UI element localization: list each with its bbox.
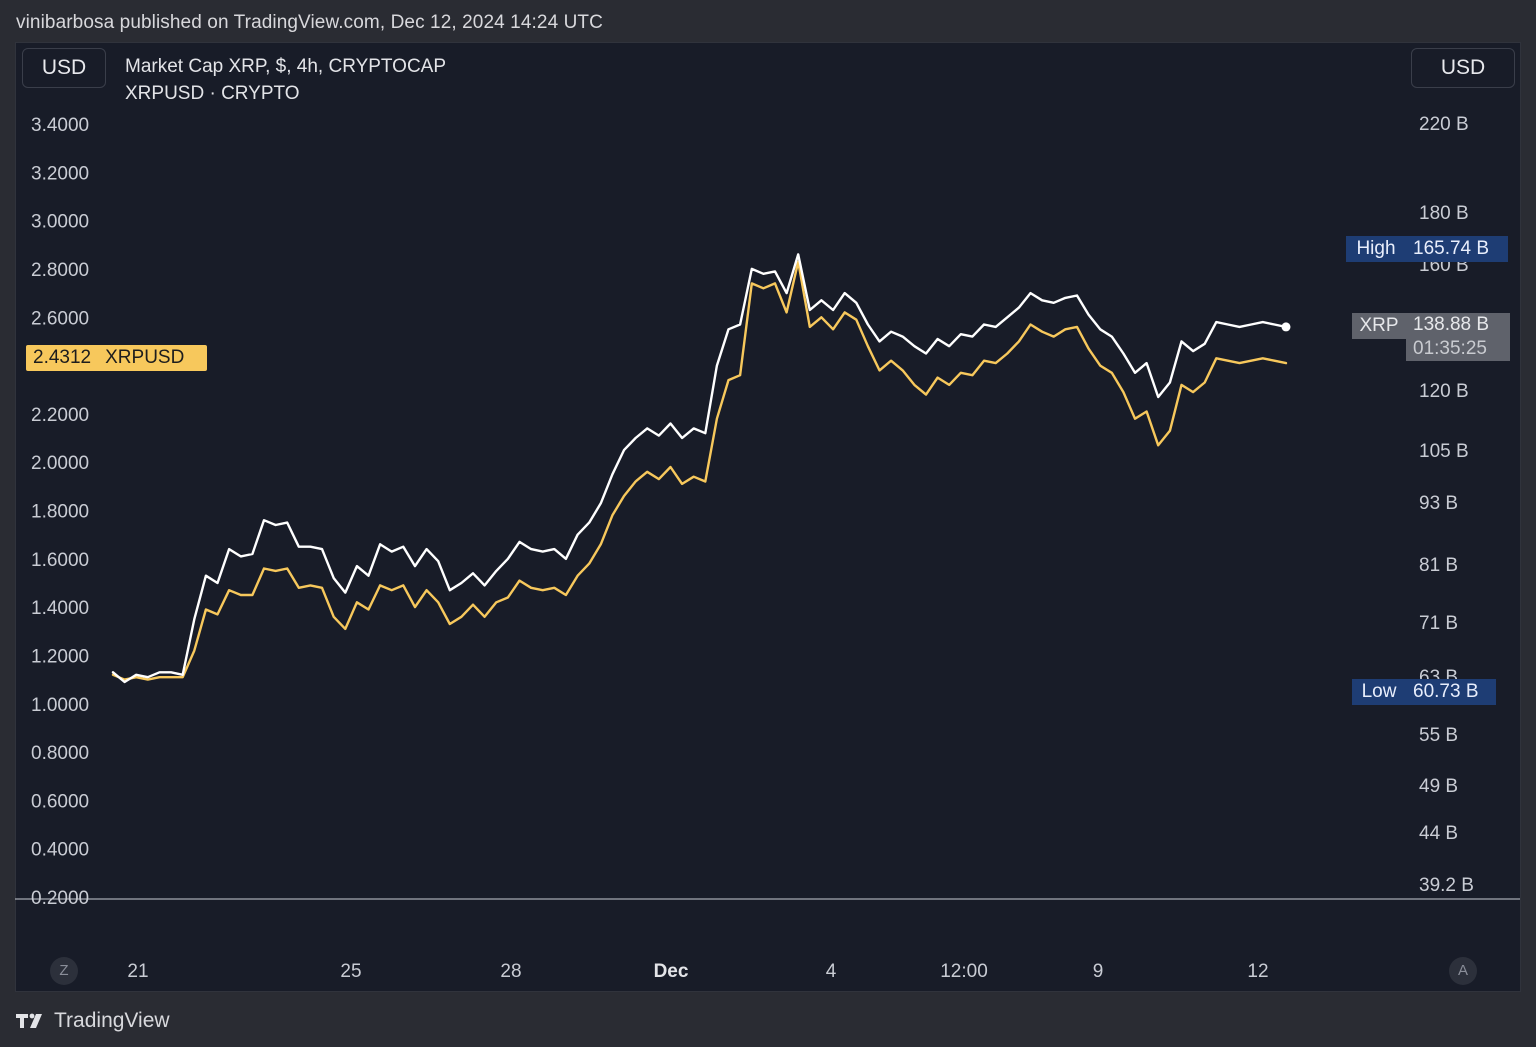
left-axis-tick: 2.0000 [31, 453, 89, 474]
left-price-axis: 3.4000 3.2000 3.0000 2.8000 2.6000 2.2000 2.00… [31, 115, 89, 909]
xrp-last-value-tag: 138.88 B 01:35:25 [1406, 313, 1510, 361]
time-axis-tick: 12:00 [940, 961, 988, 982]
last-price-symbol: XRPUSD [105, 347, 185, 368]
high-label: High [1346, 236, 1406, 262]
left-axis-tick: 3.4000 [31, 115, 89, 136]
right-axis-tick: 105 B [1419, 441, 1469, 462]
marketcap-series-line[interactable] [111, 253, 1288, 684]
legend-xrpusd-title[interactable]: XRPUSD · CRYPTO [125, 83, 300, 104]
right-axis-tick: 93 B [1419, 493, 1458, 514]
time-axis-tick: 25 [340, 961, 361, 982]
last-price-value: 2.4312 [33, 347, 92, 368]
right-axis-tick: 220 B [1419, 114, 1469, 135]
right-axis-tick: 71 B [1419, 613, 1458, 634]
left-axis-tick: 3.2000 [31, 163, 89, 184]
left-axis-tick: 2.6000 [31, 308, 89, 329]
time-axis-tick: 21 [127, 961, 148, 982]
footer-brand-text: TradingView [54, 1009, 170, 1032]
xrpusd-series-line[interactable] [111, 260, 1288, 681]
low-value: 60.73 B [1406, 679, 1496, 705]
left-axis-tick: 3.0000 [31, 212, 89, 233]
right-axis-tick: 180 B [1419, 203, 1469, 224]
right-currency-selector[interactable]: USD [1411, 48, 1515, 88]
left-axis-tick: 0.2000 [31, 888, 89, 909]
left-currency-selector[interactable]: USD [22, 48, 106, 88]
time-axis-tick: 28 [500, 961, 521, 982]
bar-countdown: 01:35:25 [1413, 338, 1487, 359]
last-price-tag: 2.4312 XRPUSD [26, 345, 207, 371]
left-axis-tick: 0.4000 [31, 840, 89, 861]
left-axis-tick: 0.6000 [31, 791, 89, 812]
tradingview-logo-icon [16, 1013, 42, 1028]
left-axis-tick: 2.2000 [31, 405, 89, 426]
right-axis-tick: 44 B [1419, 823, 1458, 844]
high-value: 165.74 B [1406, 236, 1508, 262]
left-axis-tick: 1.8000 [31, 502, 89, 523]
series-layer [111, 253, 1291, 684]
right-axis-tick: 81 B [1419, 555, 1458, 576]
legend-marketcap-title[interactable]: Market Cap XRP, $, 4h, CRYPTOCAP [125, 56, 447, 77]
left-axis-tick: 1.6000 [31, 550, 89, 571]
time-axis-tick: 4 [826, 961, 837, 982]
low-label: Low [1352, 679, 1406, 705]
chart-pane[interactable] [15, 42, 1521, 992]
time-axis: 21 25 28 Dec 4 12:00 9 12 [127, 961, 1268, 982]
right-axis-tick: 55 B [1419, 725, 1458, 746]
xrp-last-value: 138.88 B [1413, 314, 1490, 335]
left-axis-tick: 1.2000 [31, 646, 89, 667]
time-axis-tick: 9 [1093, 961, 1104, 982]
time-axis-tick: 12 [1247, 961, 1268, 982]
footer-brand[interactable]: TradingView [16, 1006, 170, 1036]
right-axis-tick: 120 B [1419, 381, 1469, 402]
right-axis-tick: 49 B [1419, 776, 1458, 797]
time-axis-tick: Dec [654, 961, 689, 982]
left-axis-tick: 1.0000 [31, 695, 89, 716]
left-axis-tick: 0.8000 [31, 743, 89, 764]
left-axis-tick: 1.4000 [31, 598, 89, 619]
marketcap-last-point [1281, 322, 1291, 332]
publish-header: vinibarbosa published on TradingView.com… [16, 12, 603, 33]
auto-scale-button[interactable]: A [1449, 957, 1477, 985]
xrp-series-label: XRP [1352, 313, 1406, 339]
right-axis-tick: 39.2 B [1419, 875, 1474, 896]
zoom-reset-button[interactable]: Z [50, 957, 78, 985]
left-axis-tick: 2.8000 [31, 260, 89, 281]
